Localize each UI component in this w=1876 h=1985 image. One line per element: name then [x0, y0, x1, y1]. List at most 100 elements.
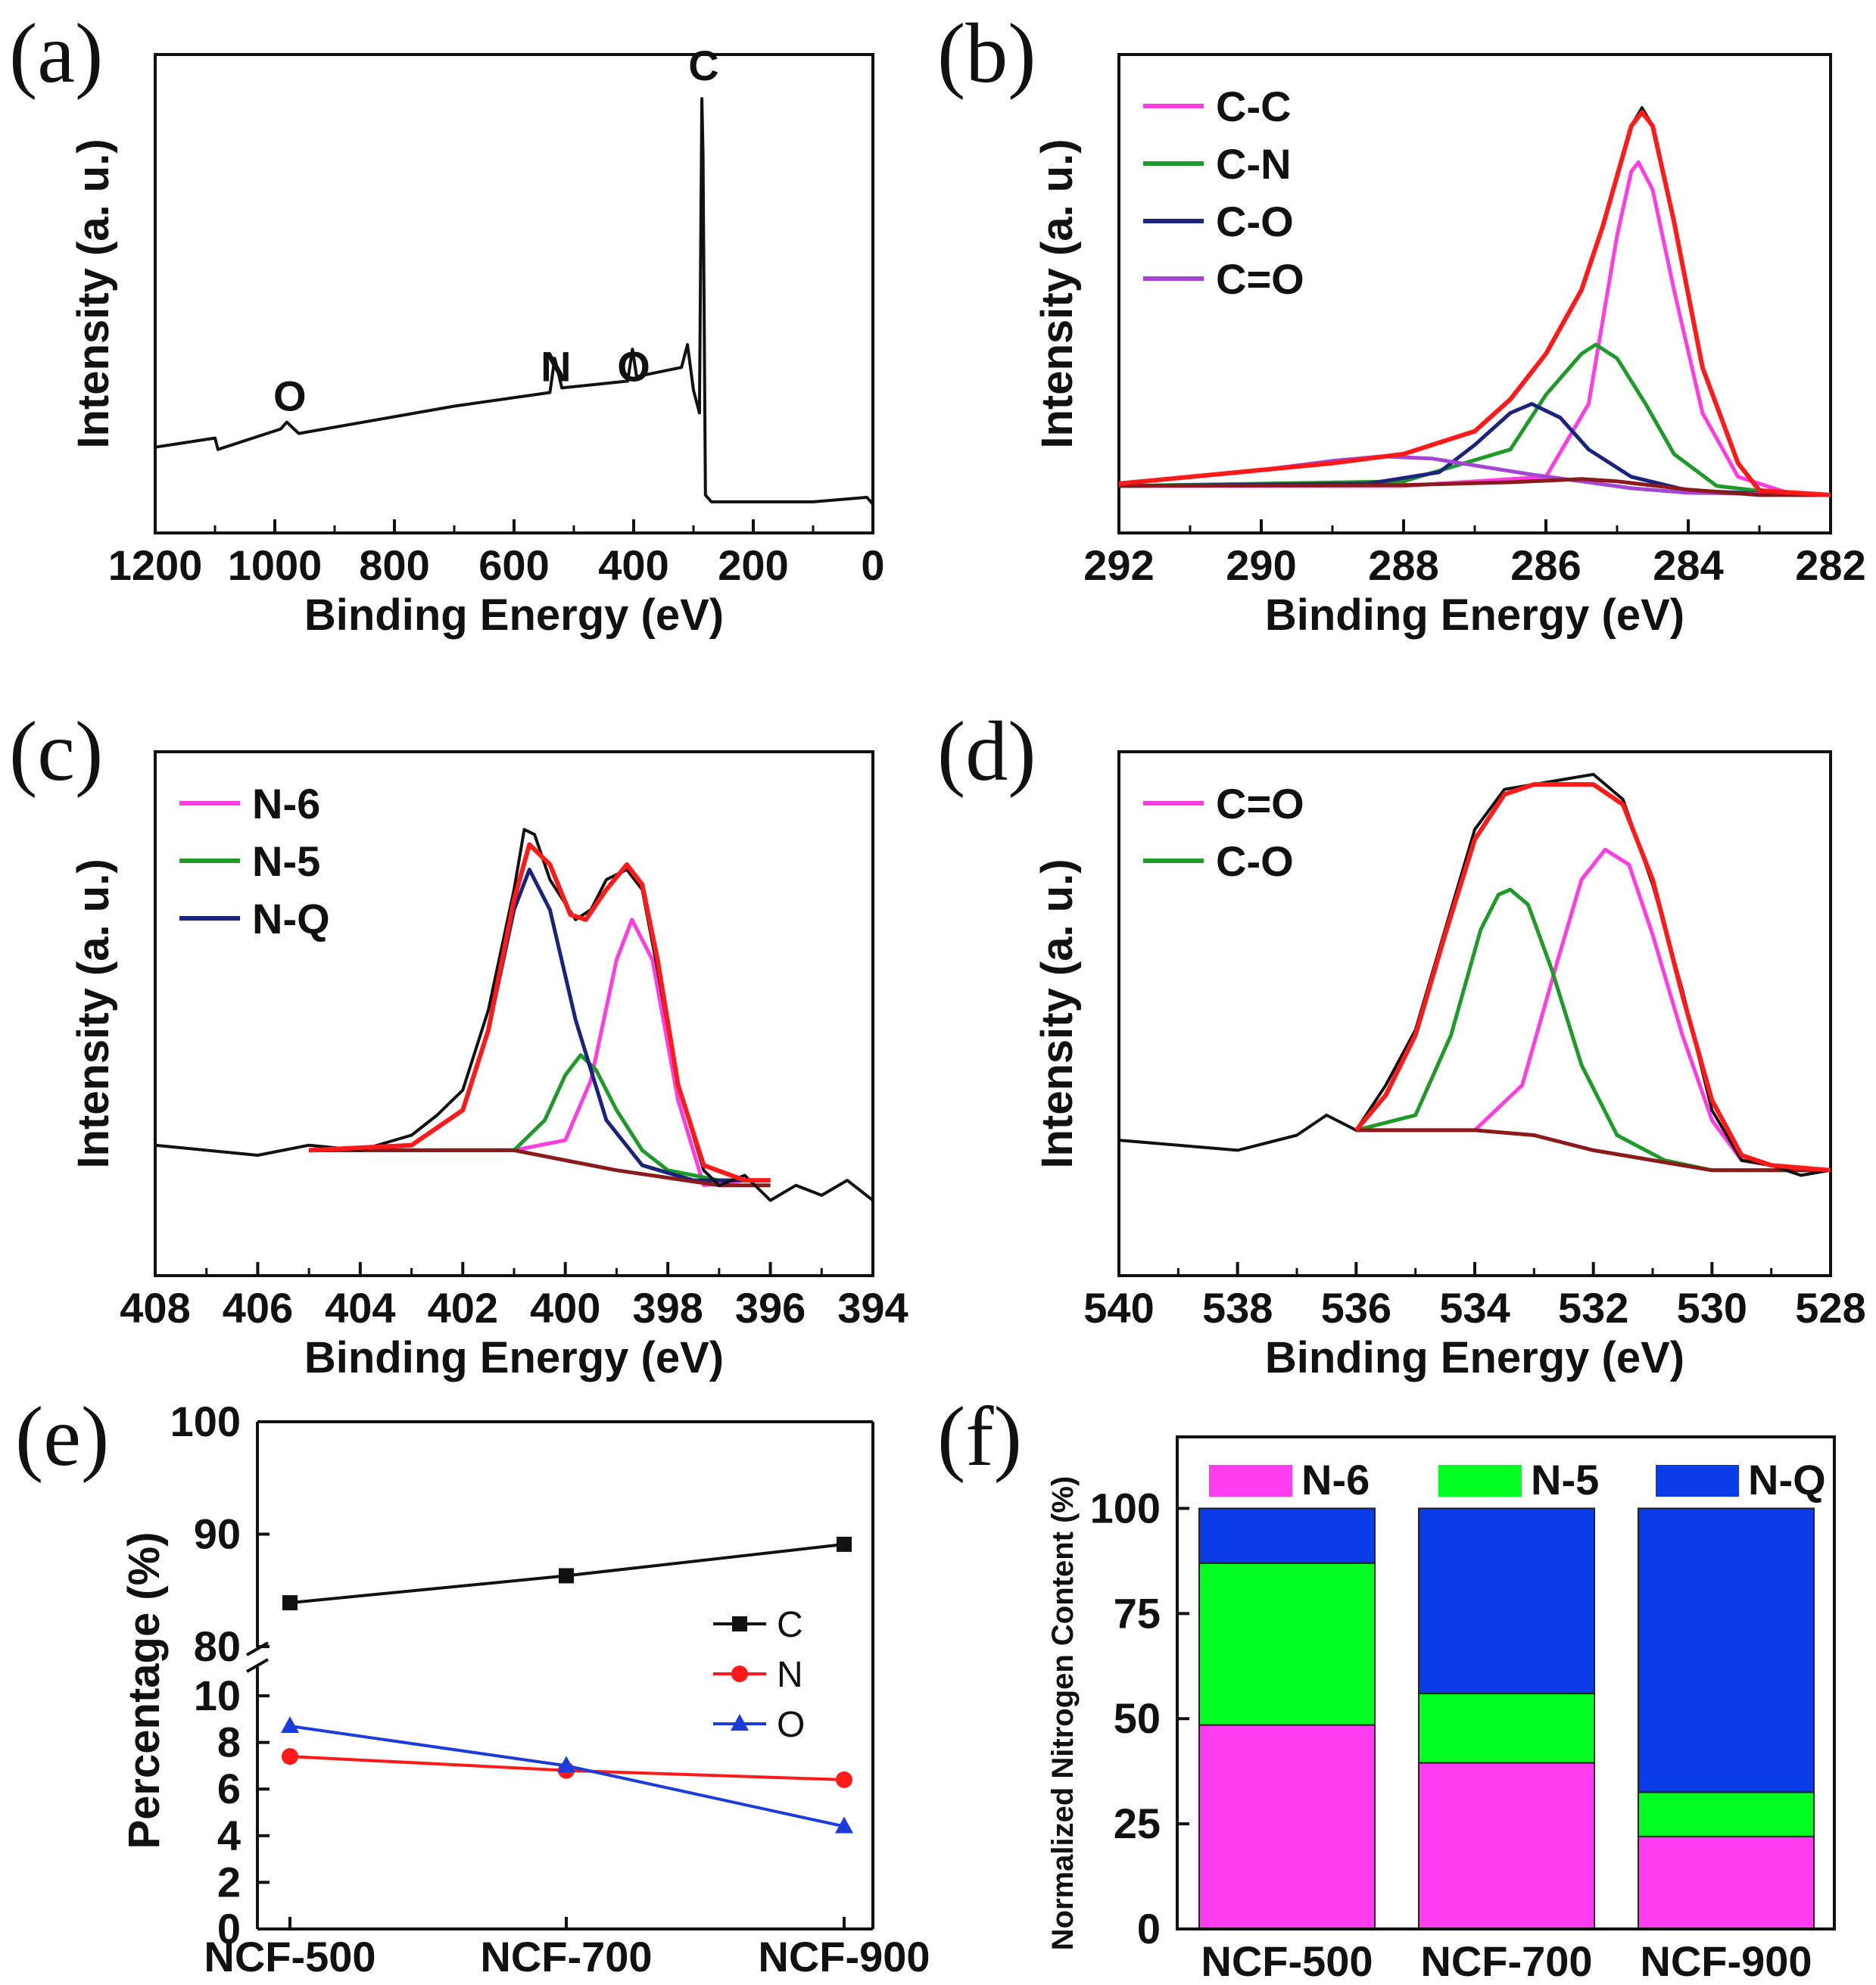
panel-b: 292 290 288 286 284 282 Binding Energy (eV) Int… — [937, 7, 1866, 640]
y-axis-label-f: Normalized Nitrogen Content (%) — [1046, 1476, 1080, 1951]
legend-marker-e-0 — [732, 1616, 747, 1631]
y-tick-label-e-upper-2: 100 — [170, 1398, 241, 1445]
legend-label-c-0: N-6 — [252, 780, 320, 827]
x-tick-label-d-2: 536 — [1321, 1284, 1391, 1332]
series-line-c-raw — [154, 827, 874, 1202]
data-point-e-c-1 — [559, 1568, 574, 1584]
legend-label-b-0: C-C — [1216, 83, 1292, 130]
x-tick-label-d-6: 528 — [1795, 1284, 1865, 1332]
y-axis-label-c: Intensity (a. u.) — [69, 859, 118, 1168]
legend-label-b-1: C-N — [1216, 140, 1292, 188]
legend-label-b-3: C=O — [1216, 255, 1304, 303]
series-line-d-c-o — [1355, 887, 1831, 1173]
x-tick-label-b-1: 290 — [1226, 541, 1296, 589]
x-axis-label-c: Binding Energy (eV) — [304, 1333, 724, 1382]
x-tick-label-f-1: NCF-700 — [1420, 1937, 1592, 1985]
legend-label-e-2: O — [777, 1705, 805, 1745]
y-tick-label-e-upper-1: 90 — [194, 1510, 241, 1558]
y-axis-label-a: Intensity (a. u.) — [69, 139, 118, 448]
bar-segment-f-n-5-1 — [1418, 1692, 1595, 1764]
legend-swatch-f-0 — [1209, 1465, 1292, 1497]
x-tick-label-d-3: 534 — [1439, 1284, 1510, 1332]
x-tick-label-a-3: 600 — [478, 541, 549, 589]
series-line-a-survey — [154, 97, 874, 506]
panel-label-b: (b) — [937, 7, 1036, 101]
legend-label-f-0: N-6 — [1301, 1456, 1370, 1504]
panel-label-e: (e) — [15, 1390, 109, 1484]
legend-label-c-2: N-Q — [252, 895, 330, 943]
data-point-e-c-0 — [282, 1595, 298, 1611]
legend-label-f-2: N-Q — [1748, 1456, 1826, 1504]
axis-break-mark-e-0 — [246, 1641, 269, 1656]
x-tick-label-c-1: 406 — [223, 1284, 293, 1332]
y-axis-label-d: Intensity (a. u.) — [1033, 859, 1082, 1168]
bar-segment-f-n-6-2 — [1638, 1835, 1815, 1930]
legend-label-b-2: C-O — [1216, 198, 1294, 245]
data-point-e-n-0 — [282, 1748, 298, 1765]
panel-d: 540 538 536 534 532 530 528 Binding Energy (eV)… — [937, 705, 1866, 1382]
x-tick-label-a-5: 200 — [718, 541, 788, 589]
x-tick-label-b-3: 286 — [1510, 541, 1581, 589]
plot-frame-f — [1176, 1435, 1836, 1930]
bar-segment-f-n-5-2 — [1638, 1791, 1815, 1837]
y-tick-label-f-4: 100 — [1090, 1484, 1161, 1532]
y-tick-label-e-lower-2: 4 — [217, 1812, 241, 1859]
x-axis-label-d: Binding Energy (eV) — [1265, 1333, 1684, 1382]
bar-segment-f-n-6-1 — [1418, 1762, 1595, 1930]
series-line-c-background — [309, 1148, 771, 1188]
series-line-c-n-5 — [309, 1053, 771, 1183]
legend-label-c-1: N-5 — [252, 837, 320, 885]
x-tick-label-c-6: 396 — [735, 1284, 806, 1332]
series-line-b-c-n — [1118, 342, 1831, 497]
y-tick-label-e-lower-5: 10 — [194, 1672, 241, 1719]
axis-break-mark-e-1 — [246, 1658, 269, 1673]
x-tick-label-a-4: 400 — [598, 541, 668, 589]
x-tick-label-e-1: NCF-700 — [480, 1933, 652, 1980]
series-line-b-fit — [1118, 110, 1831, 497]
data-point-e-o-1 — [557, 1756, 575, 1773]
x-tick-label-b-5: 282 — [1795, 541, 1865, 589]
y-axis-label-e: Percentage (%) — [120, 1532, 169, 1849]
bar-segment-f-n-5-0 — [1198, 1562, 1376, 1726]
y-tick-label-f-1: 25 — [1114, 1800, 1161, 1847]
series-line-c-fit — [308, 842, 771, 1183]
bar-segment-f-n-q-1 — [1418, 1507, 1595, 1694]
data-point-e-o-2 — [835, 1816, 853, 1834]
peak-annotation-a-3: C — [688, 42, 718, 89]
series-line-d-raw — [1118, 772, 1831, 1177]
x-tick-label-d-1: 538 — [1202, 1284, 1273, 1332]
y-tick-label-f-2: 50 — [1114, 1694, 1161, 1742]
x-tick-label-d-5: 530 — [1677, 1284, 1747, 1332]
panel-label-f: (f) — [937, 1390, 1022, 1484]
legend-marker-e-1 — [731, 1666, 748, 1682]
panel-label-d: (d) — [937, 705, 1036, 799]
data-point-e-o-0 — [281, 1716, 299, 1734]
x-tick-label-a-6: 0 — [861, 541, 884, 589]
series-line-d-fit — [1354, 782, 1831, 1173]
x-tick-label-a-1: 1000 — [228, 541, 323, 589]
x-tick-label-c-3: 402 — [428, 1284, 498, 1332]
peak-annotation-a-0: O — [273, 372, 307, 420]
panel-label-a: (a) — [9, 7, 103, 101]
x-tick-label-a-0: 1200 — [108, 541, 203, 589]
x-tick-label-e-2: NCF-900 — [758, 1933, 930, 1980]
panel-f: NCF-500 NCF-700 NCF-900 0 25 50 75 100 N-6 N-5 N-Q… — [937, 1390, 1836, 1985]
x-tick-label-b-0: 292 — [1083, 541, 1154, 589]
y-tick-label-e-lower-4: 8 — [217, 1719, 241, 1766]
peak-annotation-a-1: N — [541, 342, 571, 390]
bar-segment-f-n-q-2 — [1638, 1507, 1815, 1793]
legend-label-e-0: C — [777, 1605, 803, 1645]
x-tick-label-f-2: NCF-900 — [1640, 1937, 1812, 1985]
panel-label-c: (c) — [9, 705, 103, 799]
series-line-b-background — [1118, 477, 1831, 497]
x-tick-label-b-4: 284 — [1653, 541, 1723, 589]
bar-segment-f-n-q-0 — [1198, 1507, 1376, 1564]
y-tick-label-f-3: 75 — [1114, 1589, 1161, 1637]
x-tick-label-c-4: 400 — [530, 1284, 600, 1332]
legend-swatch-f-2 — [1656, 1465, 1739, 1497]
legend-swatch-f-1 — [1438, 1465, 1522, 1497]
legend-label-e-1: N — [777, 1655, 803, 1695]
bar-segment-f-n-6-0 — [1198, 1724, 1376, 1930]
y-tick-label-e-lower-0: 0 — [217, 1905, 241, 1952]
